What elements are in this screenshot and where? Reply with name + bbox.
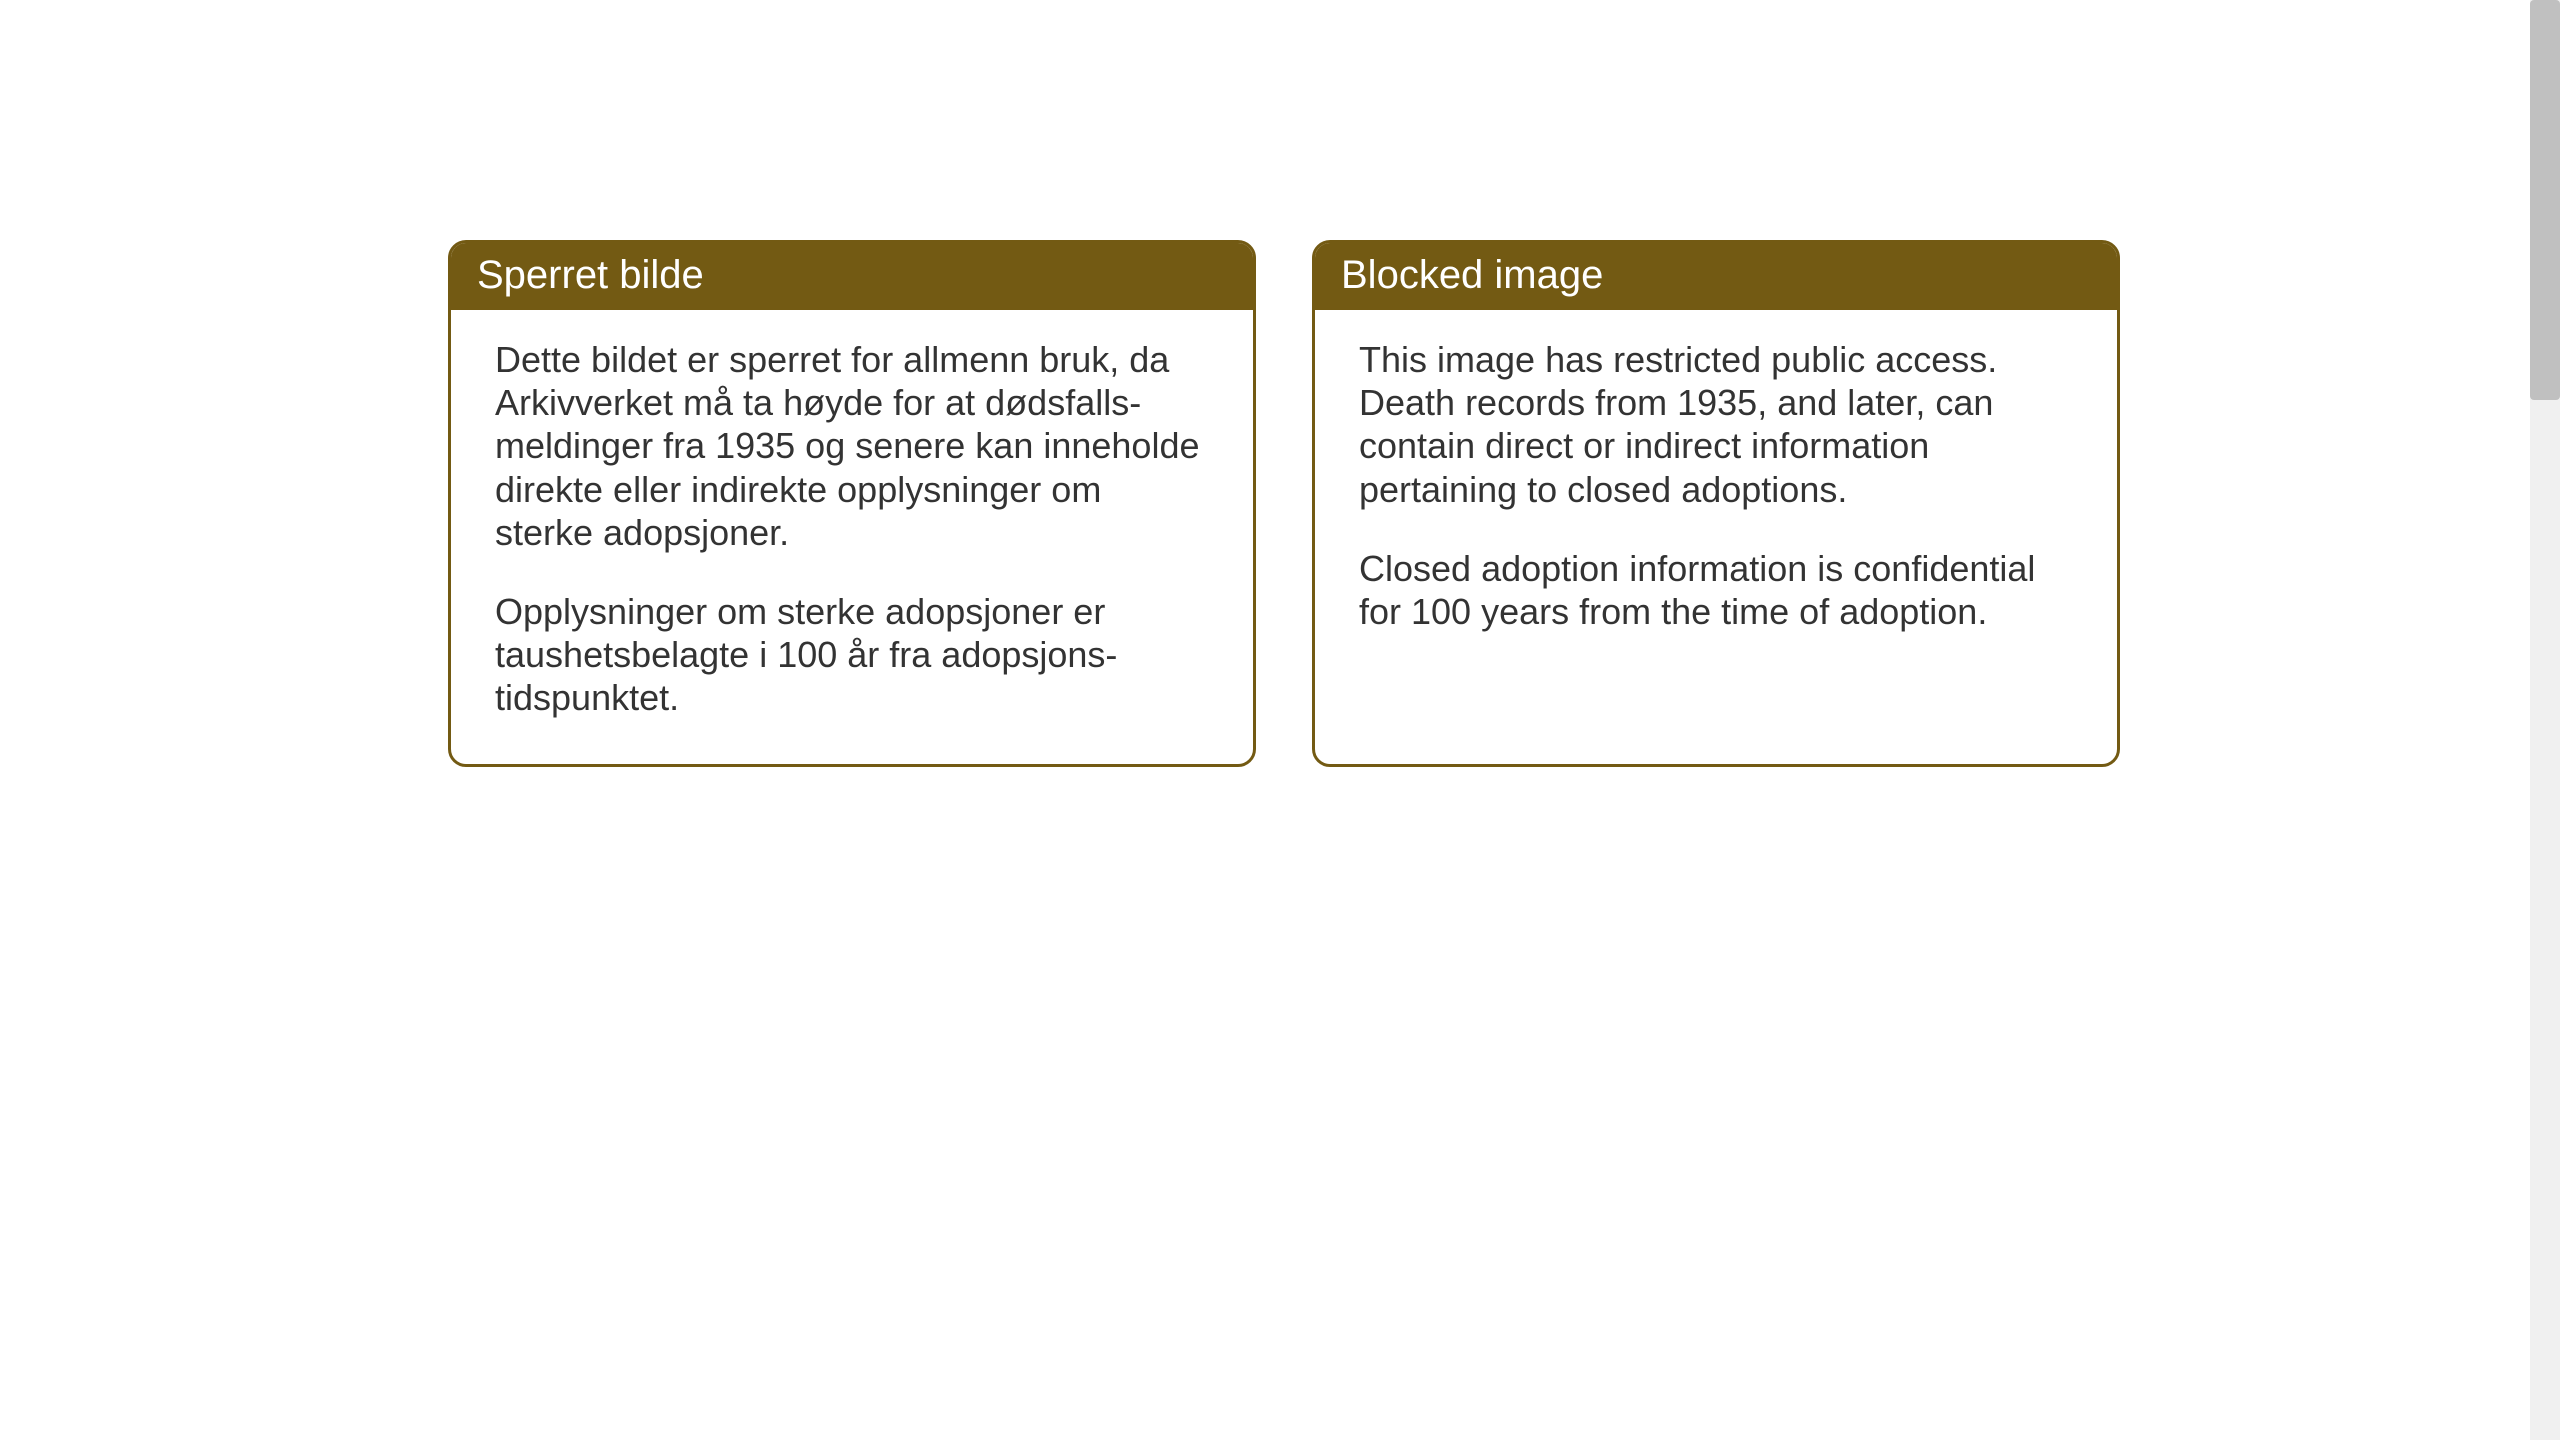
notice-box-norwegian: Sperret bilde Dette bildet er sperret fo… bbox=[448, 240, 1256, 767]
notice-title-norwegian: Sperret bilde bbox=[477, 253, 704, 297]
notice-container: Sperret bilde Dette bildet er sperret fo… bbox=[0, 0, 2560, 767]
notice-paragraph-1-norwegian: Dette bildet er sperret for allmenn bruk… bbox=[495, 338, 1209, 554]
scrollbar-track[interactable] bbox=[2530, 0, 2560, 1440]
notice-paragraph-2-english: Closed adoption information is confident… bbox=[1359, 547, 2073, 633]
notice-body-norwegian: Dette bildet er sperret for allmenn bruk… bbox=[451, 310, 1253, 764]
notice-header-english: Blocked image bbox=[1315, 243, 2117, 310]
scrollbar-thumb[interactable] bbox=[2530, 0, 2560, 400]
notice-paragraph-1-english: This image has restricted public access.… bbox=[1359, 338, 2073, 511]
notice-title-english: Blocked image bbox=[1341, 253, 1603, 297]
notice-body-english: This image has restricted public access.… bbox=[1315, 310, 2117, 677]
notice-box-english: Blocked image This image has restricted … bbox=[1312, 240, 2120, 767]
notice-header-norwegian: Sperret bilde bbox=[451, 243, 1253, 310]
notice-paragraph-2-norwegian: Opplysninger om sterke adopsjoner er tau… bbox=[495, 590, 1209, 720]
